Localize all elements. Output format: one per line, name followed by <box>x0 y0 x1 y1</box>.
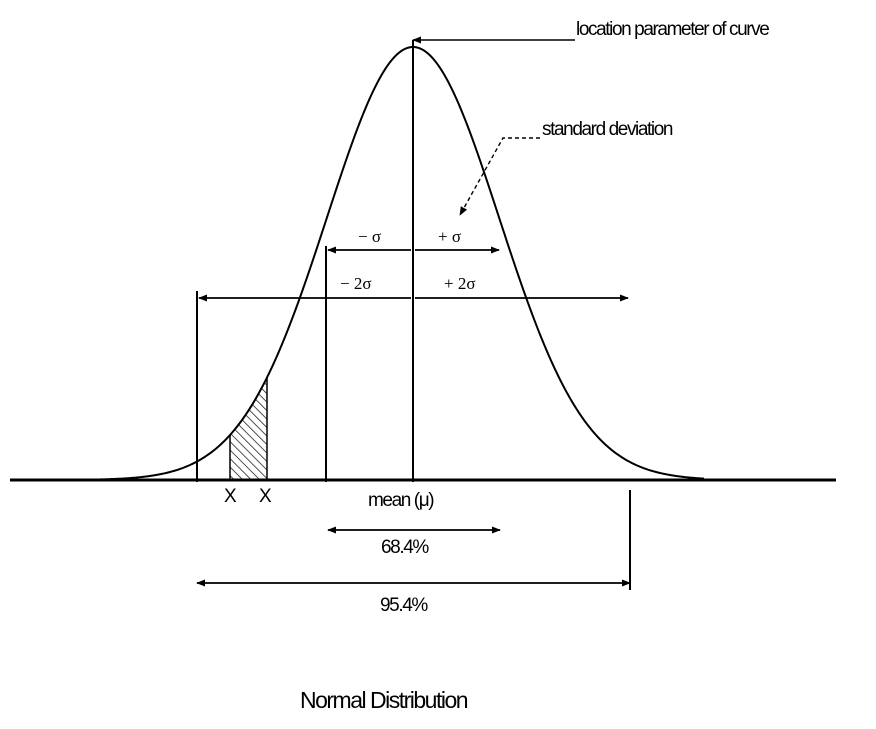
minus-two-sigma-label: − 2σ <box>340 274 372 293</box>
std-dev-label: standard deviation <box>542 119 673 140</box>
bell-curve <box>99 46 705 481</box>
std-dev-leader-line <box>459 137 540 216</box>
one-sigma-percentage: 68.4% <box>381 537 429 558</box>
plus-sigma-label: + σ <box>438 227 461 246</box>
mean-label: mean (μ) <box>368 490 434 511</box>
two-sigma-percentage: 95.4% <box>380 595 428 616</box>
location-parameter-label: location parameter of curve <box>576 19 769 40</box>
minus-sigma-label: − σ <box>358 227 381 246</box>
x-upper-label: X <box>259 486 272 507</box>
diagram-title: Normal Distribution <box>300 687 468 713</box>
x-lower-label: X <box>224 486 237 507</box>
plus-two-sigma-label: + 2σ <box>444 274 476 293</box>
